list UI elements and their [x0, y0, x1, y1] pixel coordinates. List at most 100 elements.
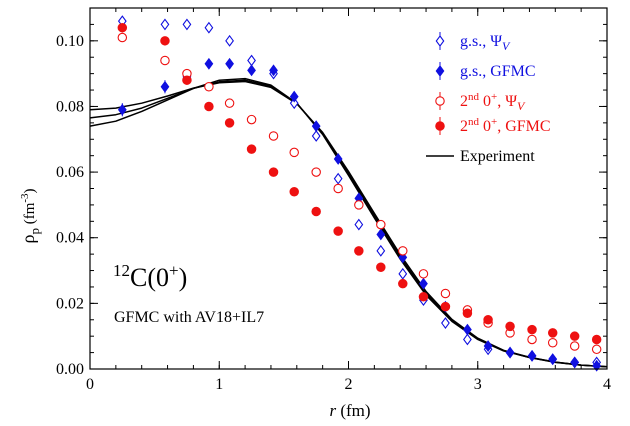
- x-axis-label: r (fm): [329, 401, 370, 420]
- 2nd-psiv-point: [418, 269, 429, 279]
- gs-gfmc-point: [505, 346, 515, 359]
- gs-gfmc-point: [204, 57, 214, 70]
- gs-gfmc-point: [527, 349, 537, 362]
- legend-marker: [435, 35, 445, 47]
- legend-item-2nd-psiv: 2nd 0+, ΨV: [435, 91, 526, 113]
- gs-psiv-point: [463, 333, 472, 346]
- 2nd-psiv-point: [204, 82, 214, 92]
- x-tick-label: 0: [86, 376, 94, 393]
- experiment-curves: [89, 77, 608, 368]
- 2nd-gfmc-point: [376, 262, 386, 273]
- 2nd-psiv-point: [569, 341, 580, 351]
- gs-psiv-point: [311, 130, 321, 142]
- gs-psiv-point: [333, 172, 343, 185]
- 2nd-psiv-point: [246, 114, 257, 125]
- legend-marker: [435, 65, 445, 77]
- x-tick-label: 1: [215, 376, 223, 393]
- 2nd-psiv-point: [354, 200, 364, 210]
- axis-ticks: [89, 7, 608, 370]
- 2nd-gfmc-point: [483, 315, 493, 325]
- 2nd-gfmc-point: [462, 308, 473, 318]
- legend-marker-2nd-gfmc: [435, 117, 445, 135]
- nucleus-label: 12C(0+): [113, 261, 187, 292]
- 2nd-gfmc-point: [160, 36, 170, 46]
- 2nd-gfmc-point: [268, 167, 279, 177]
- legend: g.s., ΨV g.s., GFMC 2nd 0+, ΨV 2nd 0+, G…: [426, 32, 551, 165]
- legend-label-gs-gfmc: g.s., GFMC: [460, 63, 536, 80]
- gs-gfmc-point: [376, 228, 386, 241]
- y-tick-label: 0.08: [56, 98, 84, 115]
- gs-psiv-point: [398, 267, 408, 280]
- legend-marker-gs-psiv: [435, 32, 445, 50]
- gs-gfmc-point: [483, 340, 493, 352]
- gs-psiv-point: [225, 34, 234, 47]
- gs-psiv-point: [289, 97, 299, 110]
- 2nd-gfmc-point: [311, 206, 321, 217]
- gs-gfmc-point: [247, 64, 256, 77]
- gs-gfmc-point: [548, 353, 558, 366]
- legend-item-2nd-gfmc: 2nd 0+, GFMC: [435, 116, 551, 135]
- gs-psiv-point: [441, 317, 450, 329]
- legend-item-experiment: Experiment: [426, 148, 535, 165]
- gs-gfmc-point: [117, 103, 127, 116]
- 2nd-gfmc-point: [117, 22, 128, 33]
- 2nd-gfmc-point: [204, 101, 214, 112]
- 2nd-gfmc-point: [505, 321, 515, 332]
- y-tick-label: 0.02: [56, 295, 84, 312]
- 2nd-psiv-point: [591, 344, 602, 355]
- gs-gfmc-point: [419, 277, 428, 290]
- 2nd-psiv-point: [117, 32, 128, 43]
- 2nd-psiv-point: [268, 131, 279, 141]
- 2nd-psiv-point: [547, 337, 558, 348]
- y-tick-label: 0.00: [56, 361, 84, 378]
- legend-marker-2nd-psiv: [435, 92, 445, 110]
- 2nd-psiv-point: [160, 55, 170, 66]
- tick-labels: 0 1 2 3 4 0.00 0.02 0.04 0.06 0.08 0.10: [56, 33, 611, 393]
- gs-psiv-point: [160, 18, 170, 31]
- legend-label-experiment: Experiment: [460, 148, 535, 165]
- gs-psiv-point: [182, 18, 192, 31]
- x-tick-label: 3: [474, 376, 482, 393]
- 2nd-gfmc-point: [224, 118, 235, 128]
- gs-psiv-point: [354, 218, 364, 231]
- legend-label-2nd-gfmc: 2nd 0+, GFMC: [460, 116, 551, 135]
- 2nd-psiv-point: [311, 167, 321, 177]
- legend-marker: [435, 121, 445, 131]
- legend-item-gs-psiv: g.s., ΨV: [435, 32, 511, 53]
- legend-label-gs-psiv: g.s., ΨV: [460, 33, 511, 53]
- 2nd-psiv-point: [440, 288, 451, 299]
- 2nd-psiv-point: [289, 147, 299, 158]
- gs-gfmc-point: [160, 80, 170, 93]
- y-axis-label: ρp (fm-3): [18, 188, 42, 243]
- data-points: [117, 15, 602, 372]
- 2nd-gfmc-point: [289, 187, 299, 197]
- 2nd-gfmc-point: [440, 301, 451, 312]
- 2nd-gfmc-point: [418, 292, 429, 302]
- 2nd-gfmc-point: [527, 324, 537, 335]
- legend-marker: [435, 96, 445, 106]
- 2nd-gfmc-point: [246, 144, 257, 154]
- gs-gfmc-point: [289, 90, 299, 103]
- 2nd-psiv-point: [376, 219, 386, 230]
- gs-gfmc-point: [225, 57, 234, 70]
- 2nd-psiv-point: [398, 246, 408, 256]
- 2nd-gfmc-point: [547, 328, 558, 338]
- legend-item-gs-gfmc: g.s., GFMC: [435, 62, 536, 80]
- gs-gfmc-point: [269, 64, 278, 77]
- gs-psiv-point: [247, 54, 256, 67]
- 2nd-gfmc-point: [398, 278, 408, 289]
- gs-gfmc-point: [333, 153, 343, 165]
- gs-gfmc-point: [592, 359, 602, 372]
- y-tick-label: 0.04: [56, 230, 84, 247]
- legend-marker-gs-gfmc: [435, 62, 445, 80]
- x-tick-label: 4: [603, 376, 611, 393]
- 2nd-gfmc-point: [333, 226, 343, 236]
- gs-gfmc-point: [311, 120, 321, 133]
- 2nd-gfmc-point: [591, 334, 602, 345]
- 2nd-gfmc-point: [569, 331, 580, 341]
- 2nd-psiv-point: [224, 98, 235, 108]
- legend-label-2nd-psiv: 2nd 0+, ΨV: [460, 91, 526, 113]
- x-tick-label: 2: [345, 376, 353, 393]
- experiment-curve: [89, 80, 608, 368]
